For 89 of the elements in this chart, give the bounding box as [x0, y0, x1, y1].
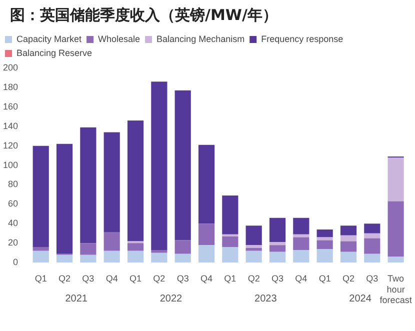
x-tick-label: Q1: [318, 273, 331, 284]
x-tick-label: Two hour forecast: [380, 273, 412, 306]
text: 2021: [65, 293, 88, 304]
bar: [104, 232, 120, 251]
bar: [127, 120, 144, 242]
x-tick-label: Q4: [106, 273, 118, 284]
bar: [80, 127, 96, 244]
bar: [269, 252, 286, 263]
y-tick-label: 140: [2, 120, 18, 131]
x-tick-label: Q1: [224, 273, 236, 284]
bar: [388, 158, 404, 202]
x-tick-label: Q3: [271, 273, 284, 284]
x-tick-label: Q2: [248, 273, 260, 284]
bar: [246, 245, 262, 248]
bar: [269, 242, 286, 246]
bar: [32, 146, 49, 248]
text: 2022: [160, 293, 183, 304]
y-tick-label: 60: [8, 198, 18, 209]
y-tick-label: 40: [8, 218, 18, 228]
bar: [340, 235, 357, 242]
bar: [364, 233, 380, 238]
bar: [174, 90, 191, 240]
bar: [80, 254, 96, 263]
bar: [293, 218, 310, 234]
x-tick-label: Q2: [58, 273, 71, 284]
bar: [127, 243, 144, 251]
bar: [104, 250, 120, 263]
y-tick-label: 200: [2, 62, 18, 72]
bar: [80, 243, 96, 255]
bar: [316, 248, 333, 263]
legend-label: Balancing Mechanism: [156, 34, 245, 44]
bar: [56, 144, 73, 254]
y-tick-label: 20: [8, 238, 18, 248]
bar: [151, 82, 168, 250]
bar: [56, 254, 73, 263]
x-tick-label: Q4: [200, 273, 213, 284]
chart-title: 图：英国储能季度收入（英镑/MW/年）: [9, 5, 278, 26]
bar: [222, 247, 238, 263]
y-tick-label: 180: [2, 82, 18, 92]
bar: [340, 226, 357, 236]
bar: [293, 237, 310, 250]
bar: [151, 250, 168, 253]
bar: [32, 247, 49, 251]
x-tick-label: Q3: [366, 273, 378, 284]
y-tick-label: 120: [2, 140, 18, 150]
bar: [316, 230, 333, 238]
x-tick-label: Q4: [295, 273, 308, 284]
bar: [198, 245, 215, 263]
bar: [269, 245, 286, 252]
bar: [174, 240, 191, 254]
x-tick-label: Q3: [176, 273, 189, 284]
bar: [269, 218, 286, 242]
text: 2024: [349, 293, 372, 304]
x-tick-label: Q1: [129, 273, 142, 284]
y-tick-label: 0: [13, 257, 18, 268]
bar: [388, 201, 404, 257]
bar: [198, 144, 215, 224]
legend-label: Frequency response: [261, 34, 344, 44]
bar: [246, 226, 262, 246]
bar: [151, 252, 168, 263]
legend-label: Wholesale: [98, 34, 140, 44]
bar: [364, 238, 380, 254]
bar: [293, 234, 310, 238]
bar: [127, 250, 144, 263]
bar: [32, 250, 49, 263]
bar: [364, 254, 380, 263]
bar: [340, 252, 357, 263]
x-tick-label: Q3: [82, 273, 94, 284]
x-tick-label: Q2: [342, 273, 354, 284]
bar: [246, 248, 262, 251]
bar: [388, 256, 404, 263]
x-tick-label: Q2: [153, 273, 166, 284]
y-tick-label: 80: [8, 179, 18, 190]
bar: [293, 250, 310, 263]
bar: [246, 250, 262, 263]
bar: [340, 241, 357, 252]
text: 2023: [254, 293, 278, 304]
bar: [198, 224, 215, 246]
bar: [222, 236, 238, 248]
bar: [174, 254, 191, 263]
bar: [222, 195, 238, 234]
y-tick-label: 100: [2, 160, 18, 170]
legend-label: Capacity Market: [16, 34, 82, 44]
y-tick-label: 160: [2, 101, 18, 112]
legend-label: Balancing Reserve: [16, 48, 92, 58]
bar: [316, 240, 333, 249]
bar: [104, 132, 120, 232]
x-tick-label: Q1: [34, 273, 47, 284]
bar: [364, 224, 380, 234]
